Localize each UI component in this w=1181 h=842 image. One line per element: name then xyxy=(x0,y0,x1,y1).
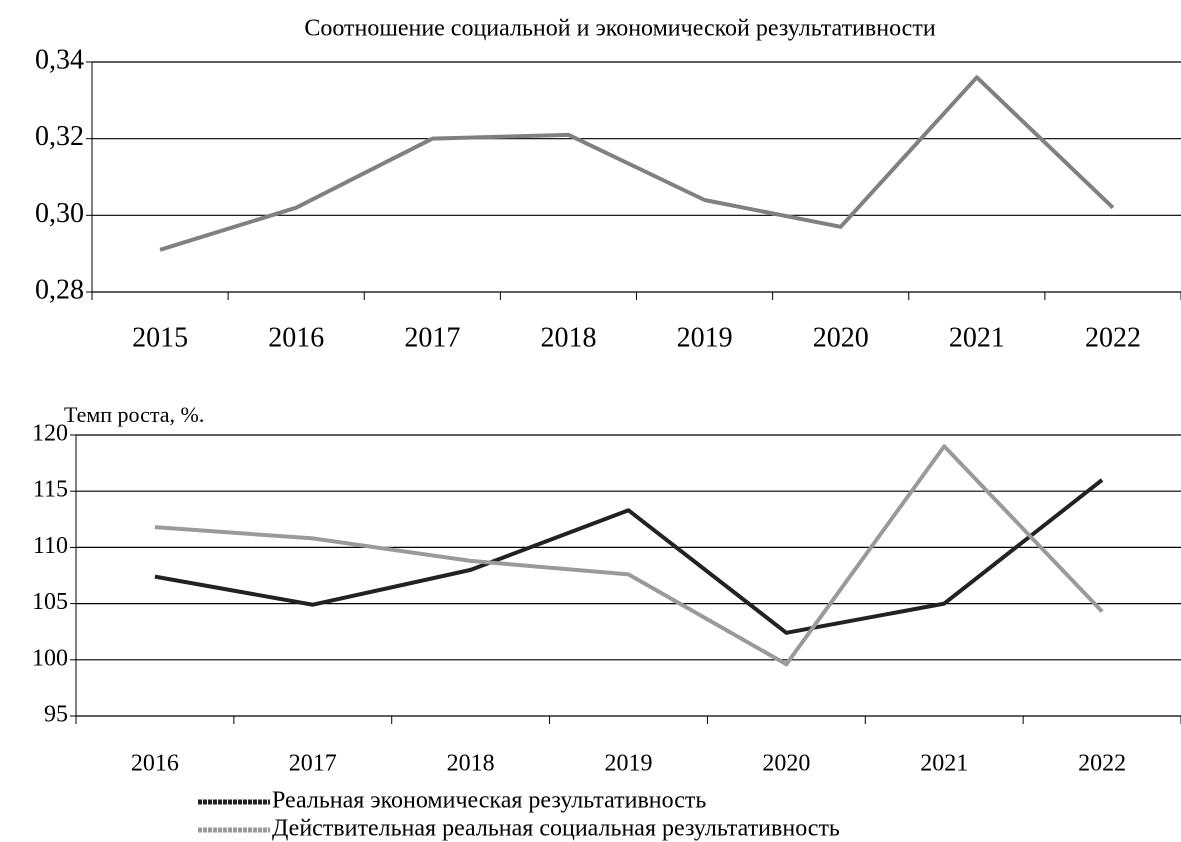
x-tick-label: 2016 xyxy=(268,322,324,353)
legend-label: Действительная реальная социальная резул… xyxy=(272,816,840,842)
x-tick-label: 2017 xyxy=(404,322,460,353)
x-tick-label: 2015 xyxy=(132,322,188,353)
x-tick-label: 2018 xyxy=(540,322,596,353)
y-tick-label: 105 xyxy=(32,589,68,615)
y-tick-label: 95 xyxy=(44,702,68,728)
y-tick-label: 115 xyxy=(33,477,68,503)
x-tick-label: 2021 xyxy=(949,322,1005,353)
x-tick-label: 2016 xyxy=(131,751,179,777)
x-tick-label: 2017 xyxy=(289,751,337,777)
y-tick-label: 0,30 xyxy=(35,198,84,229)
data-line xyxy=(159,75,1115,252)
y-tick-label: 0,32 xyxy=(35,121,84,152)
x-tick-label: 2019 xyxy=(605,751,653,777)
y-tick-label: 120 xyxy=(32,421,68,447)
y-tick-label: 0,34 xyxy=(35,44,84,75)
y-axis-label: Темп роста, %. xyxy=(64,402,204,427)
x-tick-label: 2018 xyxy=(447,751,495,777)
data-line xyxy=(154,478,1104,635)
x-tick-label: 2022 xyxy=(1085,322,1141,353)
x-tick-label: 2021 xyxy=(920,751,968,777)
data-line xyxy=(154,444,1104,667)
legend-label: Реальная экономическая результативность xyxy=(272,788,706,814)
y-tick-label: 110 xyxy=(33,533,68,559)
y-tick-label: 100 xyxy=(32,645,68,671)
x-tick-label: 2020 xyxy=(762,751,810,777)
chart-title: Соотношение социальной и экономической р… xyxy=(304,16,936,42)
x-tick-label: 2022 xyxy=(1078,751,1126,777)
y-tick-label: 0,28 xyxy=(35,274,84,305)
x-tick-label: 2020 xyxy=(813,322,869,353)
x-tick-label: 2019 xyxy=(677,322,733,353)
